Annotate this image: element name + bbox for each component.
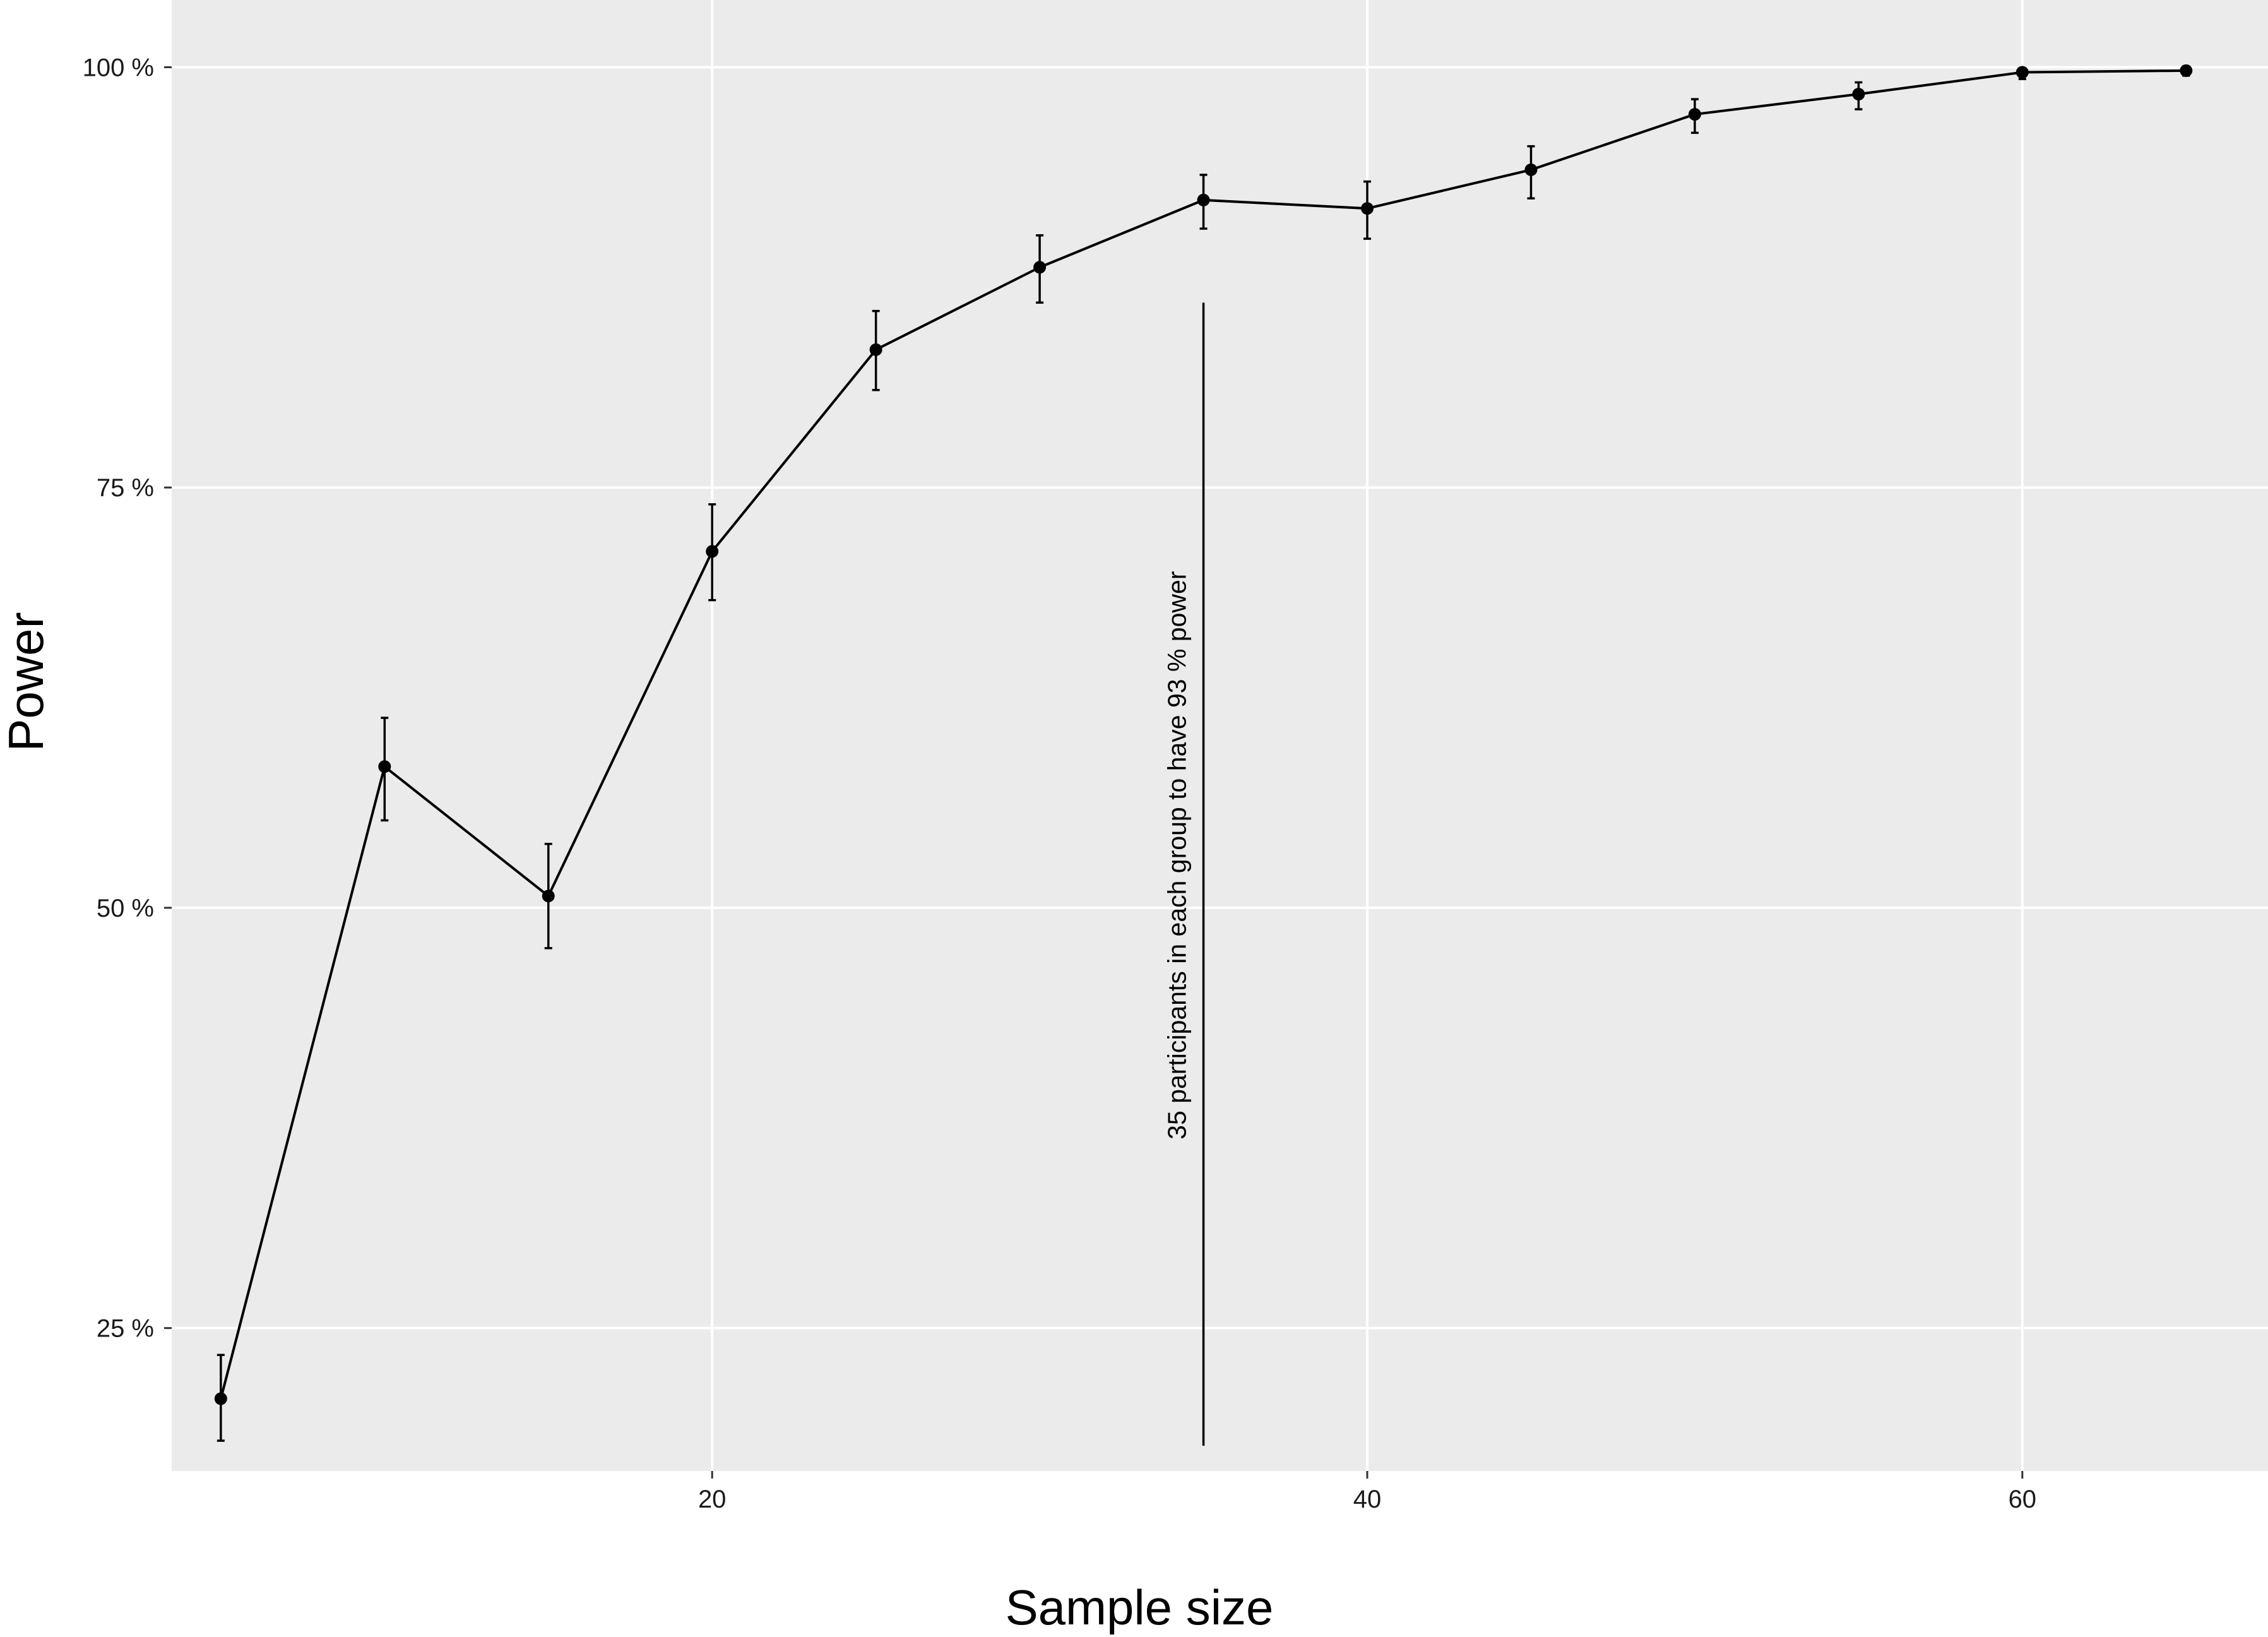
- x-grid-lines: [711, 0, 2024, 1471]
- data-point: [2180, 64, 2193, 77]
- data-points: [214, 64, 2193, 1405]
- annotations: 35 participants in each group to have 93…: [1163, 302, 1205, 1446]
- data-point: [1688, 108, 1701, 121]
- data-point: [378, 760, 391, 773]
- data-point: [869, 343, 882, 356]
- data-point: [542, 890, 555, 903]
- y-axis: 25 % 50 % 75 % 100 %: [83, 54, 172, 1343]
- x-tick-label: 60: [2009, 1485, 2037, 1513]
- y-axis-title: Power: [0, 612, 54, 751]
- x-tick-label: 40: [1353, 1485, 1382, 1513]
- y-tick-label: 100 %: [83, 54, 154, 82]
- x-axis: 20 40 60: [698, 1471, 2036, 1513]
- x-axis-title: Sample size: [1006, 1580, 1274, 1635]
- y-tick-label: 50 %: [97, 895, 154, 922]
- data-point: [706, 545, 719, 558]
- data-point: [214, 1392, 227, 1405]
- data-point: [2016, 66, 2029, 79]
- data-point: [1033, 261, 1047, 274]
- data-point: [1197, 193, 1210, 206]
- y-tick-label: 25 %: [97, 1315, 154, 1343]
- y-grid-lines: [172, 66, 2268, 1330]
- data-point: [1524, 163, 1538, 176]
- annotation-text: 35 participants in each group to have 93…: [1163, 571, 1192, 1140]
- plot-panel: [172, 0, 2268, 1471]
- data-point: [1852, 88, 1865, 101]
- data-point: [1361, 202, 1374, 215]
- y-tick-label: 75 %: [97, 474, 154, 502]
- x-tick-label: 20: [698, 1485, 727, 1513]
